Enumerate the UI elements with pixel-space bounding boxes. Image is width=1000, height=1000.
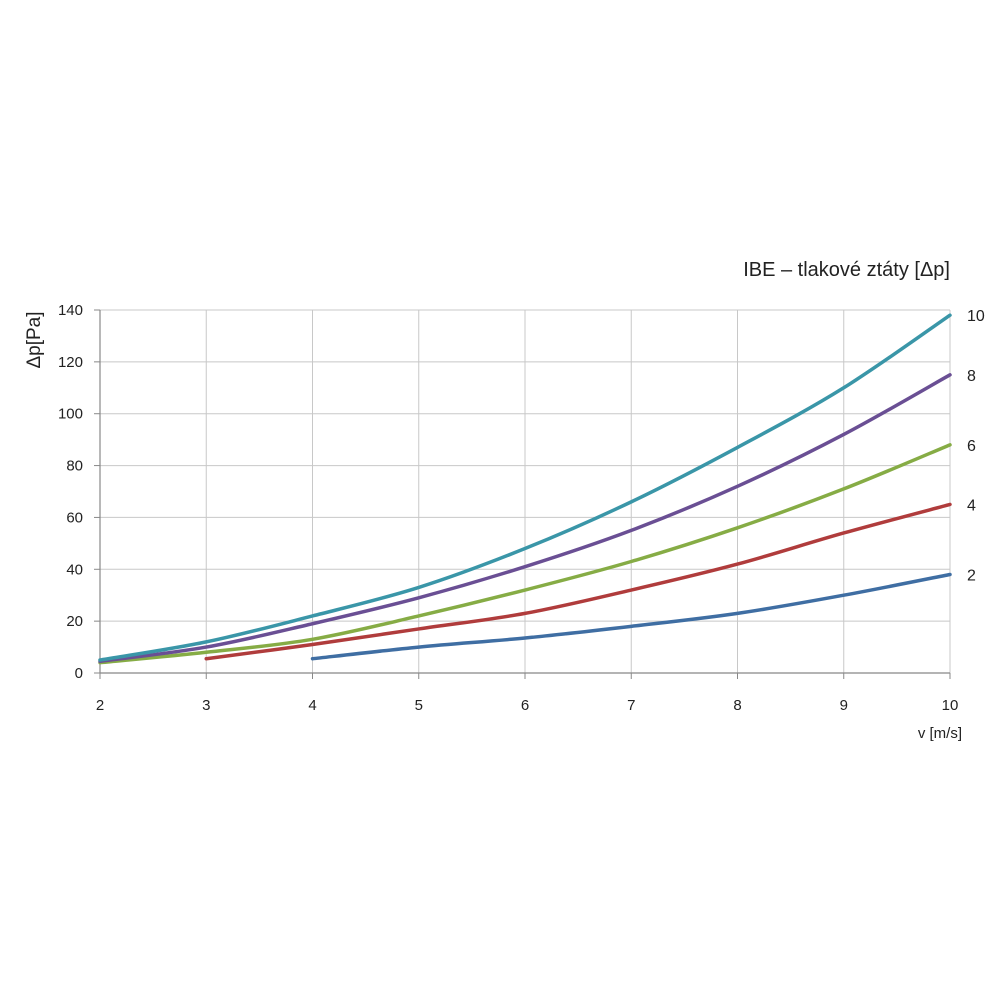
series-label-10: 10	[967, 308, 985, 325]
y-axis-title: Δp[Pa]	[24, 311, 45, 368]
x-tick-labels: 2 3 4 5 6 7 8 9 10	[96, 697, 959, 714]
series-label-4: 4	[967, 497, 976, 514]
x-tick-label: 3	[202, 697, 210, 714]
x-tick-label: 5	[415, 697, 423, 714]
y-tick-label: 0	[75, 665, 83, 682]
series-lines	[98, 313, 952, 665]
x-tick-label: 2	[96, 697, 104, 714]
series-label-8: 8	[967, 368, 976, 385]
x-tick-label: 4	[308, 697, 316, 714]
series-labels: 10 8 6 4 2	[967, 308, 985, 584]
y-tick-label: 100	[58, 406, 83, 423]
y-tick-labels: 0 20 40 60 80 100 120 140	[58, 302, 83, 682]
y-tick-label: 60	[66, 509, 83, 526]
series-line-4	[204, 502, 952, 661]
x-axis-title: v [m/s]	[918, 725, 962, 742]
chart-title: IBE – tlakové ztáty [Δp]	[743, 259, 950, 281]
y-tick-label: 140	[58, 302, 83, 319]
y-tick-label: 40	[66, 561, 83, 578]
series-label-2: 2	[967, 567, 976, 584]
grid-lines	[100, 309, 951, 673]
series-line-10	[98, 313, 952, 662]
y-tick-label: 120	[58, 354, 83, 371]
x-tick-label: 9	[840, 697, 848, 714]
series-label-6: 6	[967, 438, 976, 455]
series-line-8	[98, 373, 952, 664]
series-line-6	[98, 443, 952, 665]
y-tick-label: 80	[66, 458, 83, 475]
axes	[94, 309, 951, 679]
x-tick-label: 8	[733, 697, 741, 714]
y-tick-label: 20	[66, 613, 83, 630]
x-tick-label: 10	[942, 697, 959, 714]
series-line-2	[310, 572, 952, 661]
x-tick-label: 7	[627, 697, 635, 714]
x-tick-label: 6	[521, 697, 529, 714]
